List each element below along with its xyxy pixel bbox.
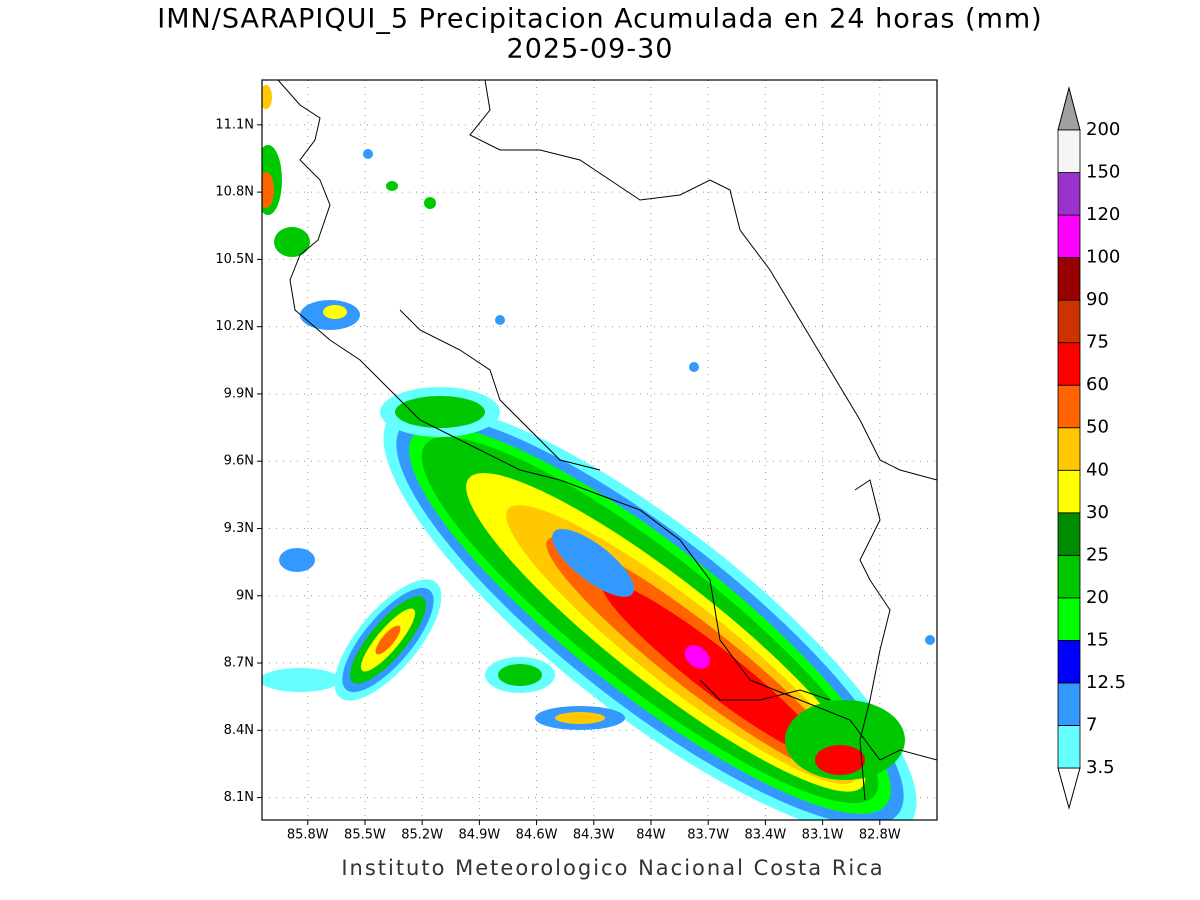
subtitle: 2025-09-30 bbox=[507, 34, 674, 65]
y-tick-label: 9.6N bbox=[224, 454, 254, 469]
x-tick-label: 83.7W bbox=[687, 828, 729, 843]
colorbar-swatch bbox=[1057, 257, 1081, 301]
colorbar-swatch bbox=[1057, 725, 1081, 769]
colorbar-label: 20 bbox=[1086, 587, 1109, 608]
colorbar-label: 40 bbox=[1086, 459, 1109, 480]
colorbar-swatch bbox=[1057, 172, 1081, 216]
footer: Instituto Meteorologico Nacional Costa R… bbox=[341, 856, 884, 880]
colorbar-label: 50 bbox=[1086, 417, 1109, 438]
x-tick-label: 85.8W bbox=[287, 828, 329, 843]
colorbar-label: 25 bbox=[1086, 544, 1109, 565]
x-tick-label: 83.4W bbox=[744, 828, 786, 843]
colorbar-label: 7 bbox=[1086, 714, 1097, 735]
colorbar-label: 120 bbox=[1086, 204, 1120, 225]
colorbar-label: 150 bbox=[1086, 162, 1120, 183]
precipitation-field bbox=[262, 85, 935, 820]
colorbar-under bbox=[1057, 767, 1081, 810]
colorbar-swatch bbox=[1057, 384, 1081, 429]
y-tick-label: 9.9N bbox=[224, 386, 254, 401]
x-tick-label: 85.2W bbox=[401, 828, 443, 843]
colorbar-label: 90 bbox=[1086, 289, 1109, 310]
colorbar-swatch bbox=[1057, 342, 1081, 386]
y-tick-label: 11.1N bbox=[215, 117, 254, 132]
map-frame bbox=[261, 79, 938, 821]
colorbar-label: 200 bbox=[1086, 119, 1120, 140]
colorbar-swatch bbox=[1057, 427, 1081, 471]
y-tick-label: 8.1N bbox=[224, 790, 254, 805]
colorbar-swatch bbox=[1057, 129, 1081, 173]
colorbar-label: 30 bbox=[1086, 502, 1109, 523]
title: IMN/SARAPIQUI_5 Precipitacion Acumulada … bbox=[157, 4, 1042, 35]
x-tick-label: 84.9W bbox=[458, 828, 500, 843]
colorbar-swatch bbox=[1057, 512, 1081, 556]
y-tick-label: 8.4N bbox=[224, 723, 254, 738]
colorbar-swatch bbox=[1057, 554, 1081, 599]
colorbar-label: 3.5 bbox=[1086, 757, 1115, 778]
y-tick-label: 10.8N bbox=[215, 185, 254, 200]
x-tick-label: 84W bbox=[636, 828, 666, 843]
colorbar-swatch bbox=[1057, 214, 1081, 258]
colorbar-swatch bbox=[1057, 299, 1081, 344]
x-tick-label: 84.3W bbox=[573, 828, 615, 843]
y-tick-label: 9N bbox=[236, 588, 254, 603]
coastlines bbox=[277, 80, 937, 801]
colorbar-label: 12.5 bbox=[1086, 672, 1126, 693]
colorbar-swatch bbox=[1057, 640, 1081, 684]
colorbar-label: 100 bbox=[1086, 247, 1120, 268]
y-tick-label: 10.5N bbox=[215, 252, 254, 267]
colorbar-label: 60 bbox=[1086, 374, 1109, 395]
colorbar-swatch bbox=[1057, 469, 1081, 514]
colorbar-over bbox=[1057, 86, 1081, 131]
y-tick-label: 10.2N bbox=[215, 319, 254, 334]
colorbar-swatch bbox=[1057, 597, 1081, 641]
x-tick-label: 83.1W bbox=[802, 828, 844, 843]
x-tick-label: 85.5W bbox=[344, 828, 386, 843]
colorbar-label: 15 bbox=[1086, 629, 1109, 650]
x-tick-label: 82.8W bbox=[859, 828, 901, 843]
y-tick-label: 8.7N bbox=[224, 656, 254, 671]
colorbar-swatch bbox=[1057, 682, 1081, 726]
colorbar-label: 75 bbox=[1086, 332, 1109, 353]
x-tick-label: 84.6W bbox=[516, 828, 558, 843]
colorbar: 3.5 7 12.5 15 20 25 30 40 50 60 75 90 100 120 150 200 bbox=[1057, 86, 1126, 810]
y-tick-label: 9.3N bbox=[224, 521, 254, 536]
